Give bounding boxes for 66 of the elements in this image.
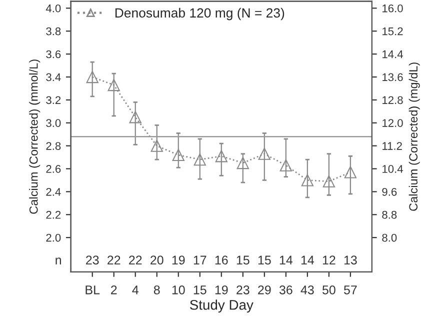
annotation: 15 bbox=[258, 256, 271, 264]
y2-tick-label: 9.6 bbox=[382, 188, 397, 196]
annotation: 22 bbox=[108, 256, 120, 264]
y-tick-label: 2.0 bbox=[46, 234, 61, 242]
annotation: 12 bbox=[322, 256, 336, 264]
y2-tick-label: 12.8 bbox=[382, 96, 403, 104]
point bbox=[280, 159, 292, 172]
x-tick-label: 23 bbox=[236, 285, 250, 294]
y2-tick-label: 12.0 bbox=[382, 119, 403, 127]
x-tick-label: 2 bbox=[111, 285, 117, 294]
x-tick-label: BL bbox=[86, 286, 100, 294]
x-tick-label: 57 bbox=[344, 286, 357, 294]
y-tick-label: 2.6 bbox=[46, 165, 61, 173]
x-tick-label: 10 bbox=[172, 285, 185, 294]
x-tick-label: 15 bbox=[194, 286, 206, 294]
annotation: 13 bbox=[344, 256, 357, 264]
y2-tick-label: 8.0 bbox=[382, 234, 397, 242]
x-tick-label: 29 bbox=[258, 285, 271, 294]
annotation: 23 bbox=[86, 256, 99, 264]
annotation: 22 bbox=[129, 256, 142, 264]
y-tick-label: 3.8 bbox=[46, 27, 61, 36]
point bbox=[322, 175, 336, 188]
annotation: 16 bbox=[215, 256, 228, 264]
point bbox=[194, 153, 206, 166]
y-tick-label: 3.6 bbox=[46, 50, 61, 58]
annotation: 17 bbox=[194, 256, 206, 264]
y2-tick-label: 8.8 bbox=[382, 210, 397, 219]
y-axis-title: Calcium (Corrected) (mmol/L) bbox=[29, 60, 40, 214]
y2-tick-label: 14.4 bbox=[382, 50, 403, 58]
y-tick-label: 2.8 bbox=[46, 142, 61, 150]
y2-tick-label: 15.2 bbox=[382, 27, 403, 36]
text: n bbox=[56, 258, 62, 264]
annotation: 14 bbox=[301, 256, 314, 264]
point bbox=[150, 140, 163, 152]
y2-tick-label: 11.2 bbox=[382, 142, 402, 150]
point bbox=[108, 78, 120, 92]
y2-tick-label: 16.0 bbox=[382, 4, 403, 12]
legend-label: Denosumab 120 mg (N = 23) bbox=[115, 8, 284, 20]
y-tick-label: 2.2 bbox=[46, 210, 61, 219]
y2-axis-title: Calcium (Corrected) (mg/dL) bbox=[408, 62, 420, 211]
point bbox=[258, 148, 270, 160]
point bbox=[172, 148, 184, 162]
y2-tick-label: 10.4 bbox=[382, 165, 403, 173]
y-tick-label: 3.0 bbox=[46, 119, 61, 127]
point bbox=[301, 174, 314, 186]
annotation: 14 bbox=[280, 256, 293, 264]
y-tick-label: 3.2 bbox=[46, 96, 61, 104]
x-tick-label: 4 bbox=[132, 286, 138, 294]
annotation: 19 bbox=[172, 256, 185, 264]
x-tick-label: 36 bbox=[279, 285, 292, 294]
y-tick-label: 4.0 bbox=[46, 4, 61, 12]
x-tick-label: 43 bbox=[300, 285, 314, 294]
x-tick-label: 50 bbox=[322, 285, 336, 294]
point bbox=[129, 111, 142, 124]
x-tick-label: 19 bbox=[215, 285, 228, 294]
point bbox=[236, 156, 249, 170]
y-tick-label: 3.4 bbox=[46, 73, 61, 82]
y-tick-label: 2.4 bbox=[46, 188, 61, 196]
point bbox=[215, 150, 228, 162]
annotation: 15 bbox=[236, 256, 250, 264]
point bbox=[344, 166, 357, 178]
x-tick-label: 8 bbox=[154, 285, 160, 294]
point bbox=[86, 70, 98, 84]
annotation: 20 bbox=[150, 256, 164, 264]
x-axis-title: Study Day bbox=[190, 300, 254, 313]
y2-tick-label: 13.6 bbox=[382, 73, 403, 82]
